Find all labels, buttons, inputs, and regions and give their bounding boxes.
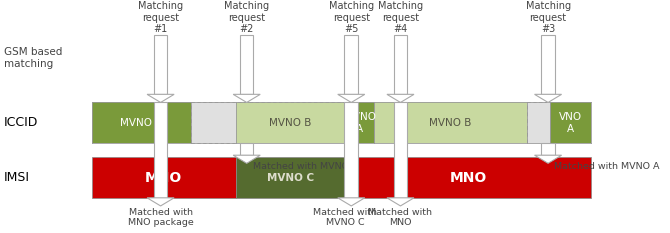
Polygon shape bbox=[535, 94, 561, 103]
Bar bbox=[541, 35, 555, 94]
Text: Matching
request
#2: Matching request #2 bbox=[224, 1, 269, 34]
Bar bbox=[550, 103, 591, 143]
Text: GSM based
matching: GSM based matching bbox=[4, 47, 62, 69]
Bar bbox=[394, 35, 407, 94]
Polygon shape bbox=[338, 94, 364, 103]
Text: IMSI: IMSI bbox=[4, 171, 29, 184]
Bar bbox=[154, 103, 168, 198]
Bar bbox=[92, 157, 236, 198]
Text: Matching
request
#5: Matching request #5 bbox=[329, 1, 374, 34]
Text: MVNO A: MVNO A bbox=[121, 118, 163, 128]
Bar bbox=[345, 103, 374, 143]
Bar bbox=[345, 157, 591, 198]
Bar bbox=[192, 103, 236, 143]
Polygon shape bbox=[338, 198, 364, 206]
Text: Matched with MVNO B: Matched with MVNO B bbox=[253, 162, 358, 171]
Bar bbox=[236, 157, 345, 198]
Text: Matching
request
#4: Matching request #4 bbox=[378, 1, 423, 34]
Bar bbox=[374, 103, 527, 143]
Bar bbox=[344, 103, 358, 198]
Polygon shape bbox=[147, 198, 174, 206]
Polygon shape bbox=[233, 94, 260, 103]
Text: VNO
A: VNO A bbox=[559, 112, 582, 134]
Bar bbox=[394, 103, 407, 198]
Text: Matched with
MVNO C: Matched with MVNO C bbox=[313, 208, 377, 227]
Bar bbox=[240, 35, 253, 94]
Bar bbox=[236, 103, 345, 143]
Polygon shape bbox=[535, 155, 561, 163]
Text: Matched with MVNO A: Matched with MVNO A bbox=[554, 162, 660, 171]
Text: MVNO
A: MVNO A bbox=[344, 112, 376, 134]
Text: ICCID: ICCID bbox=[4, 116, 38, 129]
Polygon shape bbox=[387, 198, 414, 206]
Text: MVNO B: MVNO B bbox=[429, 118, 472, 128]
Text: Matching
request
#3: Matching request #3 bbox=[525, 1, 571, 34]
Polygon shape bbox=[387, 94, 414, 103]
Bar bbox=[92, 103, 192, 143]
Bar bbox=[541, 143, 555, 155]
Text: Matched with
MNO package: Matched with MNO package bbox=[128, 208, 194, 227]
Text: Matched with
MNO: Matched with MNO bbox=[369, 208, 432, 227]
Polygon shape bbox=[233, 155, 260, 163]
Text: Matching
request
#1: Matching request #1 bbox=[138, 1, 183, 34]
Bar bbox=[240, 143, 253, 155]
Bar bbox=[344, 35, 358, 94]
Text: MVNO C: MVNO C bbox=[267, 172, 314, 182]
Polygon shape bbox=[147, 94, 174, 103]
Bar bbox=[154, 35, 168, 94]
Text: MVNO B: MVNO B bbox=[269, 118, 312, 128]
Bar bbox=[527, 103, 550, 143]
Text: MNO: MNO bbox=[145, 171, 182, 185]
Text: MNO: MNO bbox=[450, 171, 486, 185]
